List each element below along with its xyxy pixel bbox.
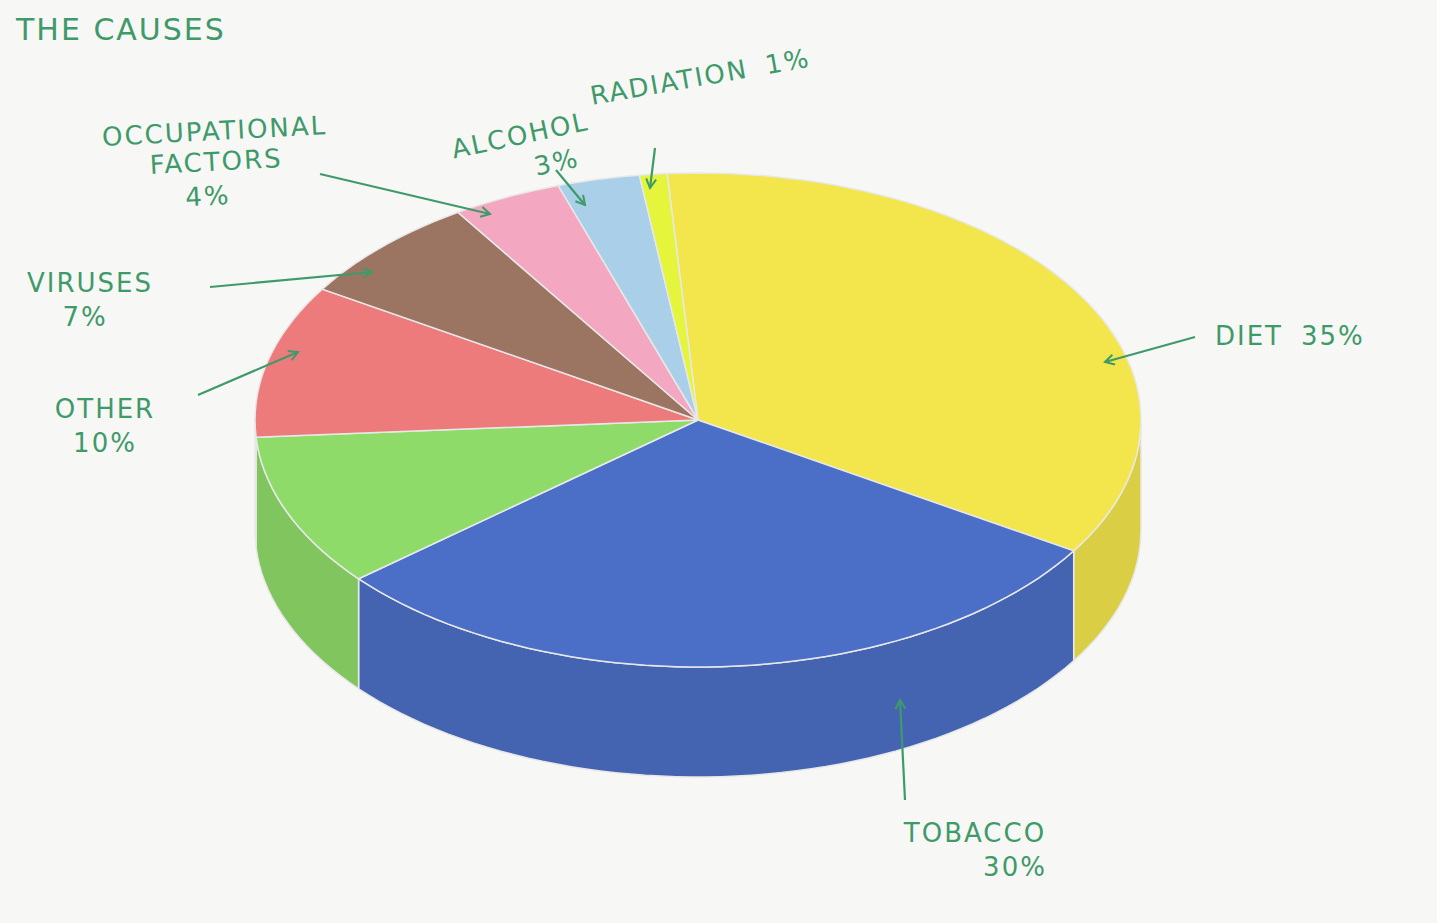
chart: THE CAUSES DIET 35% TOBACCO 30% OTHER 10% VIRUS…	[0, 0, 1437, 923]
title: THE CAUSES	[15, 12, 226, 47]
label-group: OCCUPATIONALFACTORS4%	[101, 110, 331, 216]
value-label: 35%	[1301, 321, 1365, 351]
value-label: 1%	[763, 43, 813, 80]
pie-tops	[255, 173, 1141, 667]
label-arrow	[650, 148, 655, 188]
label-arrow	[1105, 337, 1195, 362]
category-line: FACTORS	[149, 143, 283, 180]
category-label: DIET	[1215, 321, 1283, 351]
label-group: VIRUSES 7%	[27, 268, 153, 332]
data-labels: DIET 35% TOBACCO 30% OTHER 10% VIRUSES 7% OCCUPA…	[27, 43, 1365, 882]
data-label: DIET 35%	[1215, 321, 1365, 351]
value-label: 3%	[531, 143, 581, 182]
value-label: 4%	[185, 180, 232, 212]
label-arrow	[210, 272, 372, 287]
label-arrow	[556, 170, 585, 205]
category-label: VIRUSES	[27, 268, 153, 298]
label-group: TOBACCO 30%	[903, 818, 1047, 882]
label-group: OTHER 10%	[55, 394, 155, 458]
data-label: RADIATION 1%	[588, 43, 813, 111]
slice	[639, 174, 698, 420]
label-arrow	[320, 174, 490, 214]
slice	[256, 420, 698, 579]
category-label: OTHER	[55, 394, 155, 424]
stage: THE CAUSES DIET 35% TOBACCO 30% OTHER 10% VIRUS…	[0, 0, 1437, 923]
category-label: RADIATION	[588, 54, 751, 111]
label-group: ALCOHOL3%	[449, 106, 599, 198]
value-label: 30%	[983, 852, 1047, 882]
label-arrow	[900, 700, 905, 800]
label-group: DIET 35%	[1215, 321, 1365, 351]
value-label: 10%	[73, 428, 137, 458]
value-label: 7%	[62, 302, 107, 332]
label-arrow	[198, 352, 298, 395]
label-group: RADIATION 1%	[588, 43, 813, 111]
category-label: TOBACCO	[903, 818, 1046, 848]
category-label: OCCUPATIONALFACTORS	[101, 110, 329, 182]
category-line: OCCUPATIONAL	[101, 110, 328, 152]
